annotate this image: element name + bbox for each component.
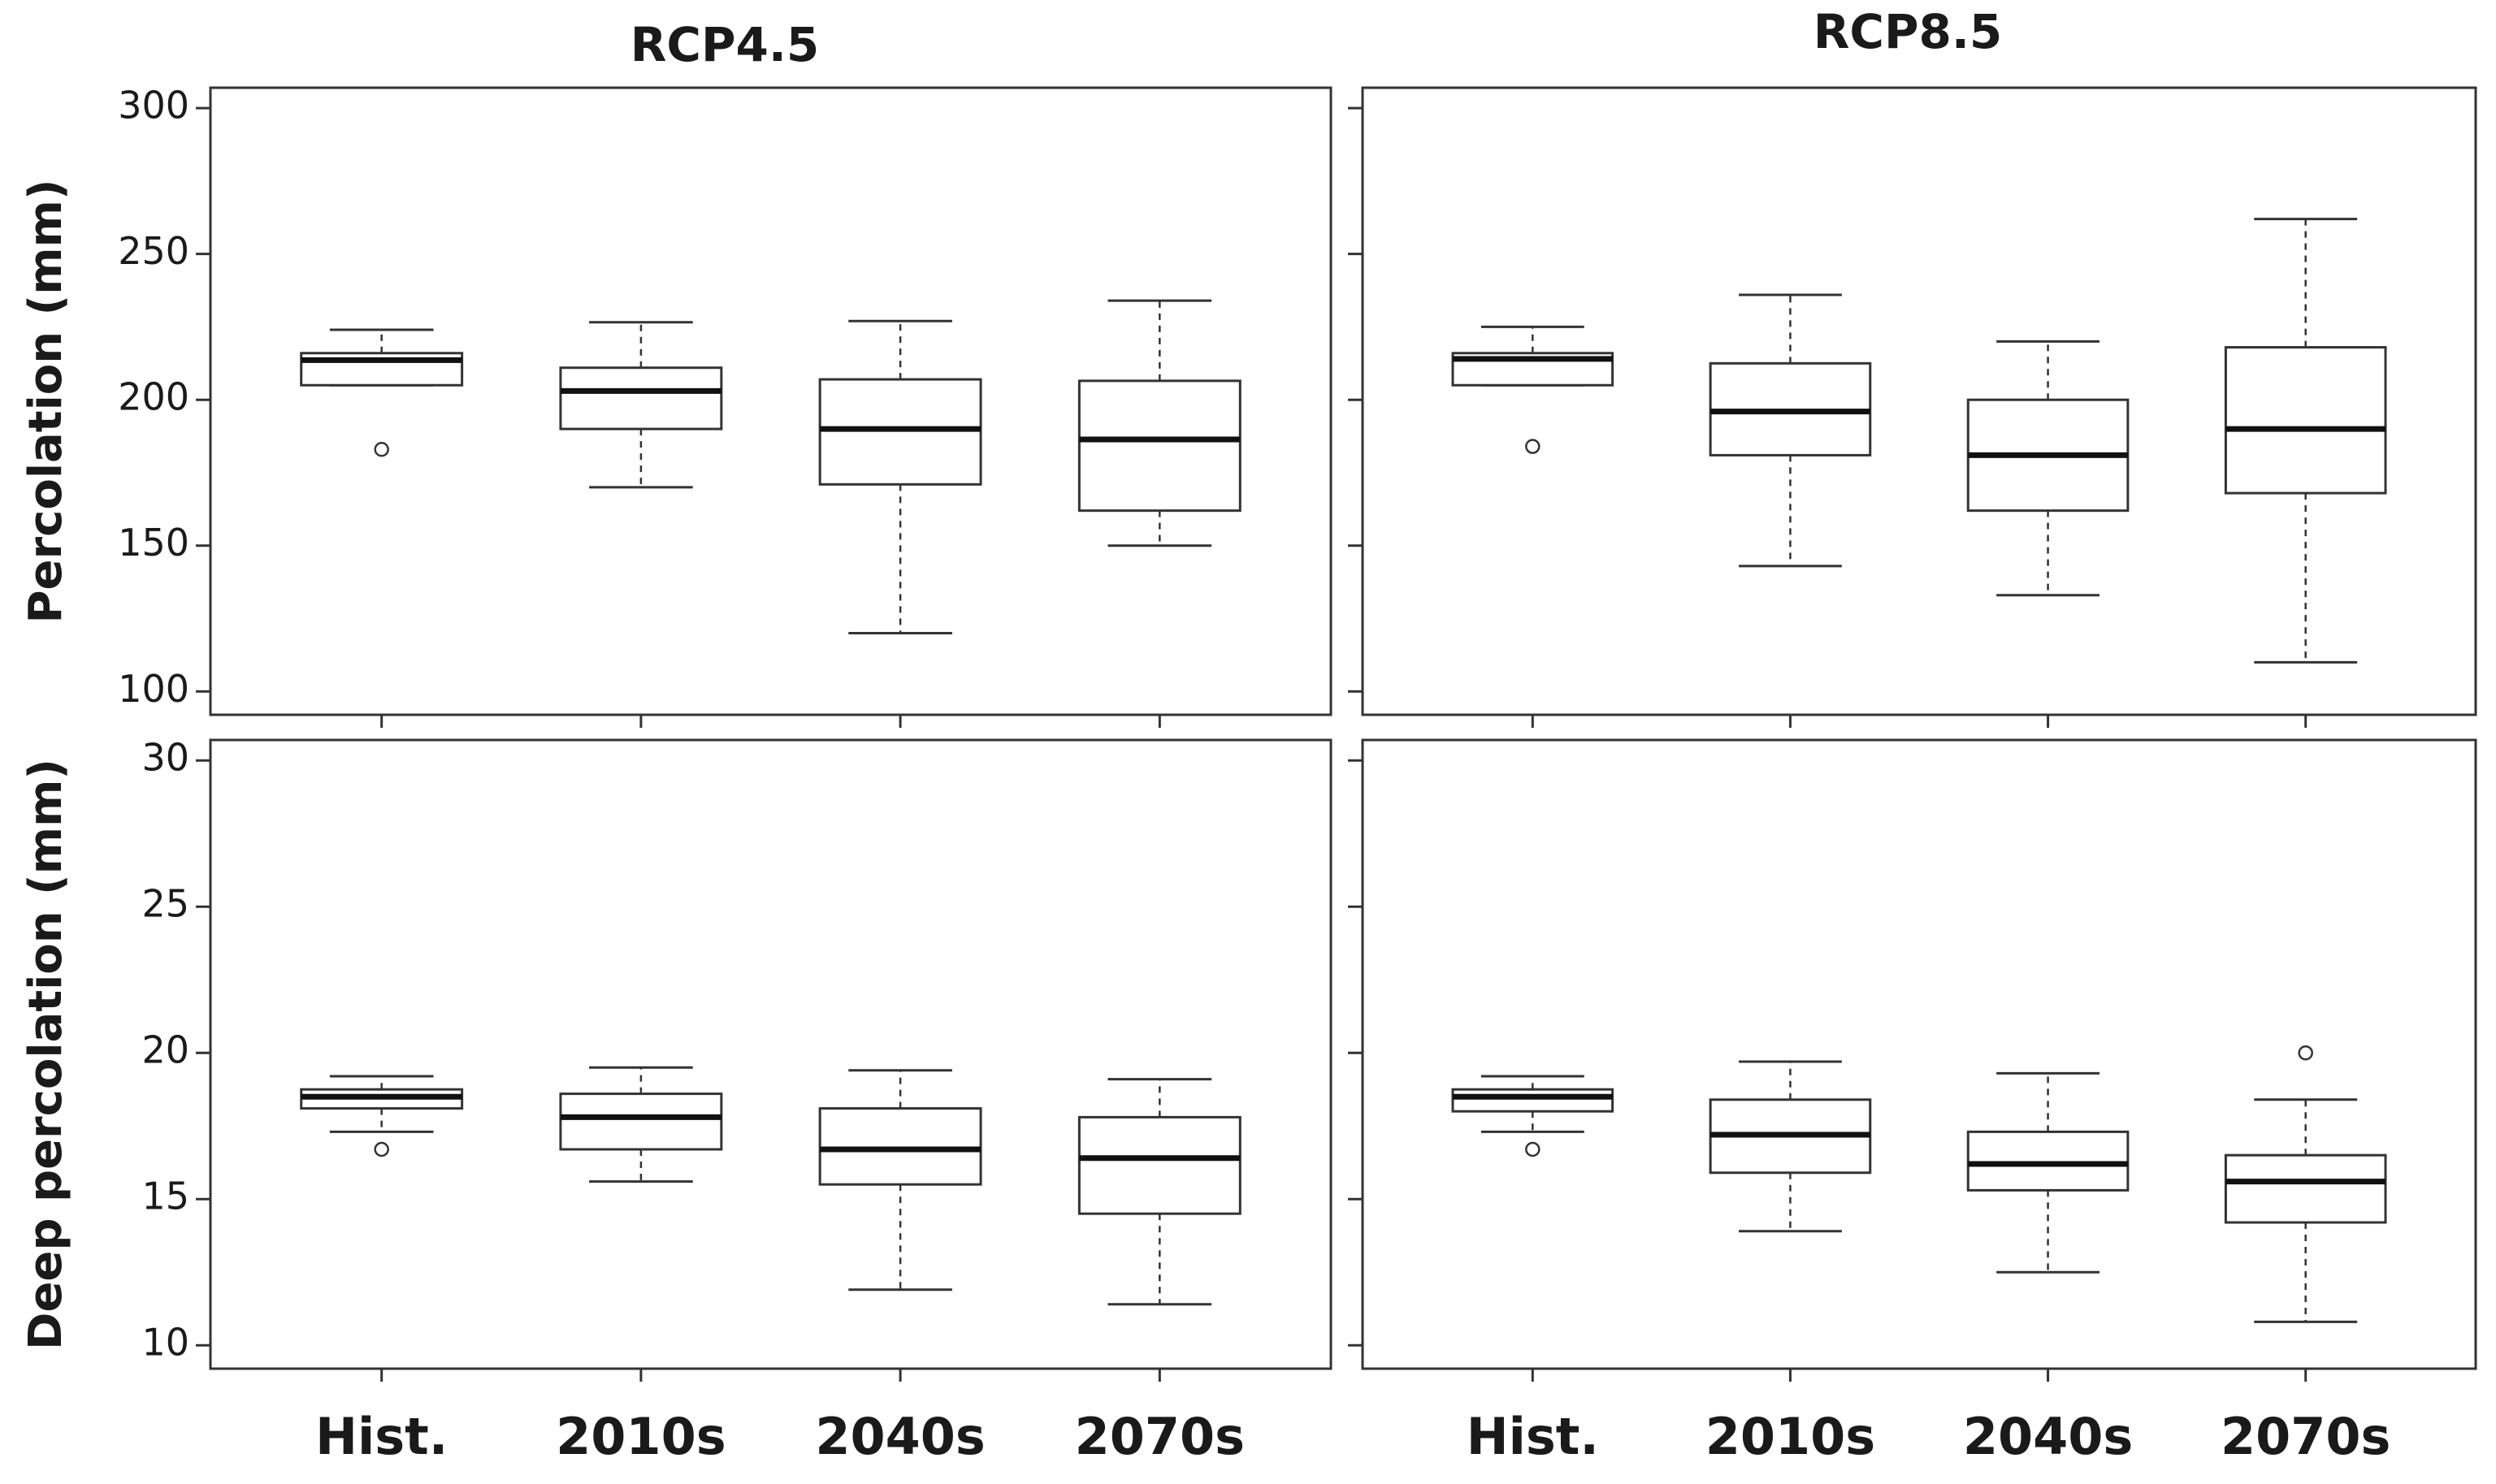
x-tick-label: Hist. bbox=[315, 1407, 448, 1466]
box bbox=[1077, 1115, 1242, 1215]
y-axis-label: Deep percolation (mm) bbox=[20, 759, 72, 1350]
panel-frame bbox=[1361, 738, 2477, 1370]
x-tick-label: 2010s bbox=[1705, 1407, 1875, 1466]
y-tick-label: 15 bbox=[141, 1175, 189, 1218]
outlier bbox=[1525, 439, 1540, 454]
box bbox=[1451, 1088, 1614, 1113]
box bbox=[2224, 1153, 2387, 1224]
y-tick-label: 200 bbox=[118, 375, 189, 419]
y-tick-label: 25 bbox=[141, 882, 189, 926]
y-tick-label: 250 bbox=[118, 229, 189, 273]
box bbox=[1966, 1130, 2130, 1192]
x-tick-label: 2010s bbox=[556, 1407, 726, 1466]
box bbox=[1077, 379, 1242, 513]
x-tick-label: 2070s bbox=[1075, 1407, 1245, 1466]
y-tick-label: 100 bbox=[118, 667, 189, 711]
y-tick-label: 300 bbox=[118, 84, 189, 128]
box bbox=[559, 366, 723, 430]
box bbox=[818, 1107, 982, 1186]
y-tick-label: 150 bbox=[118, 521, 189, 565]
y-tick-label: 10 bbox=[141, 1321, 189, 1365]
outlier bbox=[374, 1141, 389, 1157]
y-tick-label: 20 bbox=[141, 1028, 189, 1072]
y-tick-label: 30 bbox=[141, 736, 189, 780]
box bbox=[2224, 346, 2387, 495]
x-tick-label: 2040s bbox=[815, 1407, 985, 1466]
x-tick-label: Hist. bbox=[1467, 1407, 1599, 1466]
outlier bbox=[2298, 1045, 2313, 1061]
x-tick-label: 2070s bbox=[2221, 1407, 2390, 1466]
box bbox=[559, 1092, 723, 1151]
panel-title: RCP8.5 bbox=[1814, 4, 2002, 59]
x-tick-label: 2040s bbox=[1963, 1407, 2133, 1466]
outlier bbox=[374, 441, 389, 457]
panel-frame bbox=[209, 738, 1332, 1370]
panel-title: RCP4.5 bbox=[630, 17, 819, 72]
box bbox=[818, 378, 982, 486]
panel-frame bbox=[1361, 86, 2477, 716]
outlier bbox=[1525, 1141, 1540, 1157]
panel-frame bbox=[209, 86, 1332, 716]
y-axis-label: Percolation (mm) bbox=[20, 180, 72, 624]
